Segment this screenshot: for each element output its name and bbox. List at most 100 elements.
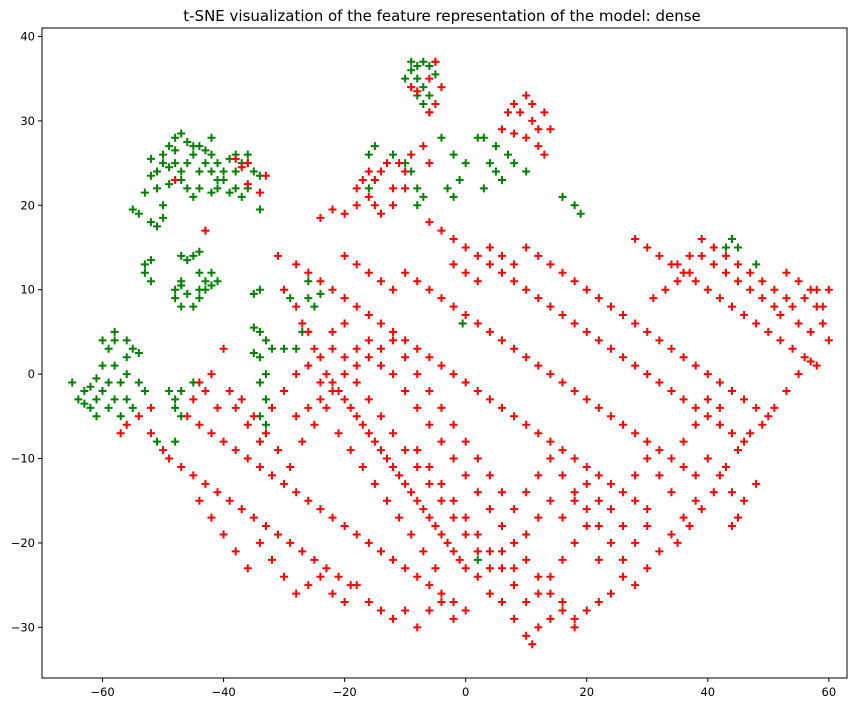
scatter-point <box>134 378 143 387</box>
scatter-point <box>485 395 494 404</box>
scatter-point <box>146 154 155 163</box>
scatter-point <box>594 471 603 480</box>
scatter-point <box>667 344 676 353</box>
scatter-point <box>582 479 591 488</box>
scatter-point <box>231 547 240 556</box>
scatter-point <box>140 386 149 395</box>
scatter-point <box>546 572 555 581</box>
scatter-point <box>195 268 204 277</box>
scatter-point <box>352 361 361 370</box>
scatter-point <box>407 150 416 159</box>
scatter-point <box>679 462 688 471</box>
scatter-point <box>546 454 555 463</box>
scatter-point <box>746 285 755 294</box>
scatter-point <box>340 395 349 404</box>
scatter-point <box>703 395 712 404</box>
scatter-point <box>171 294 180 303</box>
scatter-point <box>328 327 337 336</box>
scatter-point <box>225 188 234 197</box>
scatter-point <box>449 454 458 463</box>
scatter-point <box>461 513 470 522</box>
scatter-point <box>534 361 543 370</box>
scatter-point <box>358 420 367 429</box>
scatter-point <box>655 471 664 480</box>
scatter-point <box>746 268 755 277</box>
scatter-point <box>298 437 307 446</box>
scatter-point <box>249 412 258 421</box>
scatter-point <box>352 184 361 193</box>
scatter-point <box>419 505 428 514</box>
scatter-point <box>818 302 827 311</box>
scatter-point <box>770 285 779 294</box>
scatter-point <box>122 395 131 404</box>
scatter-point <box>461 437 470 446</box>
scatter-point <box>824 285 833 294</box>
scatter-point <box>558 606 567 615</box>
scatter-point <box>340 251 349 260</box>
scatter-point <box>189 302 198 311</box>
scatter-point <box>334 572 343 581</box>
scatter-point <box>570 277 579 286</box>
scatter-point <box>183 412 192 421</box>
scatter-point <box>401 479 410 488</box>
scatter-point <box>728 302 736 311</box>
scatter-point <box>655 547 664 556</box>
scatter-point <box>437 83 446 92</box>
scatter-point <box>473 386 482 395</box>
scatter-point <box>413 184 422 193</box>
scatter-point <box>458 319 467 328</box>
scatter-point <box>153 184 161 193</box>
scatter-point <box>80 386 89 395</box>
scatter-point <box>510 277 519 286</box>
scatter-point <box>461 268 470 277</box>
scatter-point <box>782 294 791 303</box>
scatter-point <box>425 218 434 227</box>
scatter-point <box>570 623 579 632</box>
scatter-point <box>104 378 113 387</box>
scatter-point <box>437 294 446 303</box>
scatter-point <box>540 150 549 159</box>
scatter-point <box>364 353 373 362</box>
scatter-point <box>171 146 180 155</box>
scatter-point <box>558 446 567 455</box>
scatter-point <box>383 159 391 168</box>
scatter-point <box>709 260 718 269</box>
scatter-point <box>340 370 349 379</box>
scatter-point <box>594 336 603 345</box>
scatter-point <box>824 336 833 345</box>
scatter-point <box>195 294 204 303</box>
scatter-point <box>594 555 603 564</box>
scatter-point <box>631 235 640 244</box>
scatter-point <box>413 496 422 505</box>
scatter-point <box>479 184 488 193</box>
scatter-point <box>606 589 615 598</box>
scatter-point <box>606 302 615 311</box>
scatter-point <box>619 488 628 497</box>
scatter-point <box>697 505 706 514</box>
scatter-point <box>310 344 319 353</box>
scatter-point <box>401 268 410 277</box>
scatter-point <box>498 251 506 260</box>
scatter-point <box>255 378 264 387</box>
scatter-point <box>165 163 174 172</box>
scatter-point <box>473 454 482 463</box>
scatter-point <box>189 142 198 151</box>
scatter-point <box>352 260 361 269</box>
scatter-point <box>165 454 174 463</box>
scatter-point <box>504 150 513 159</box>
scatter-point <box>389 201 398 210</box>
scatter-point <box>213 184 222 193</box>
scatter-point <box>346 403 355 412</box>
scatter-point <box>691 361 700 370</box>
scatter-point <box>316 572 325 581</box>
scatter-point <box>231 154 240 163</box>
scatter-point <box>534 623 543 632</box>
scatter-point <box>352 201 361 210</box>
x-tick-label: −20 <box>332 685 356 699</box>
scatter-point <box>425 479 434 488</box>
scatter-point <box>183 256 192 265</box>
scatter-point <box>86 382 95 391</box>
scatter-point <box>159 159 168 168</box>
scatter-point <box>177 167 186 176</box>
scatter-point <box>558 311 567 320</box>
